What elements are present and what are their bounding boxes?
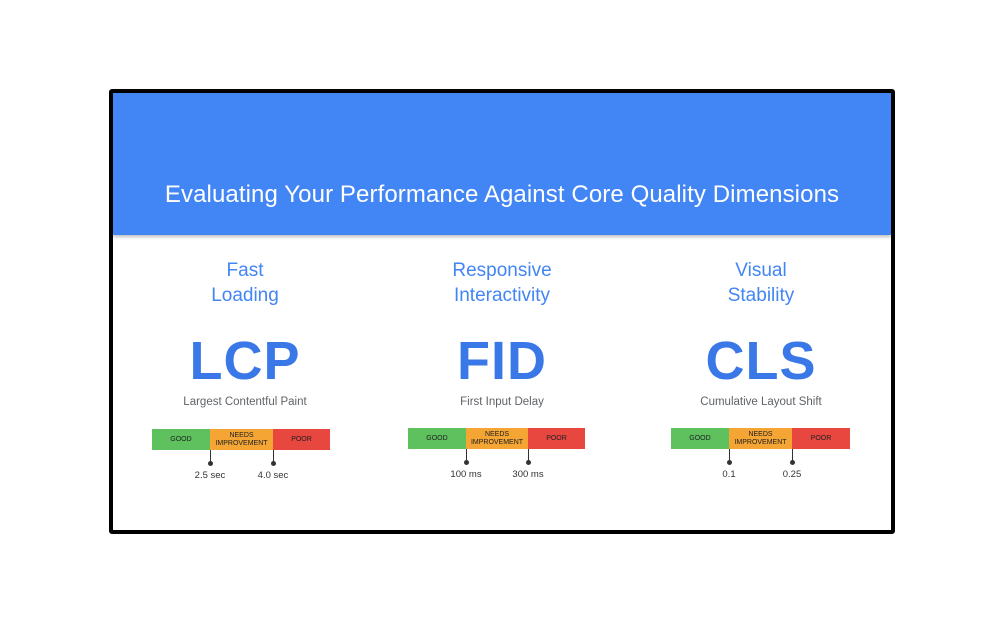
- cls-scale-bar: GOOD NEEDS IMPROVEMENT POOR: [671, 428, 850, 449]
- metric-lcp: Fast Loading LCP Largest Contentful Pain…: [125, 258, 365, 408]
- threshold-label: 0.25: [782, 469, 802, 480]
- scale-poor-segment: POOR: [273, 429, 330, 450]
- threshold-marker: [464, 449, 469, 465]
- metric-abbreviation: CLS: [705, 331, 817, 391]
- metric-full-name: First Input Delay: [460, 396, 544, 408]
- threshold-label: 2.5 sec: [194, 470, 226, 481]
- threshold-marker: [208, 450, 213, 466]
- metric-heading: Fast Loading: [125, 258, 365, 308]
- threshold-marker: [526, 449, 531, 465]
- metric-heading-line1: Visual: [735, 260, 787, 281]
- scale-good-segment: GOOD: [671, 428, 729, 449]
- metric-cls: Visual Stability CLS Cumulative Layout S…: [641, 258, 881, 408]
- threshold-marker: [727, 449, 732, 465]
- threshold-label: 4.0 sec: [257, 470, 289, 481]
- lcp-scale-bar: GOOD NEEDS IMPROVEMENT POOR: [152, 429, 330, 450]
- threshold-label: 100 ms: [450, 469, 482, 480]
- scale-poor-segment: POOR: [528, 428, 585, 449]
- threshold-label: 0.1: [722, 469, 736, 480]
- threshold-marker: [790, 449, 795, 465]
- title-banner: Evaluating Your Performance Against Core…: [113, 93, 891, 235]
- metric-heading-line1: Responsive: [452, 260, 552, 281]
- metric-heading-line2: Stability: [727, 285, 795, 306]
- metric-heading-line2: Loading: [211, 285, 279, 306]
- slide-title: Evaluating Your Performance Against Core…: [164, 181, 840, 208]
- needs-line2: IMPROVEMENT: [734, 438, 787, 446]
- needs-line1: NEEDS: [229, 431, 254, 439]
- scale-good-segment: GOOD: [408, 428, 466, 449]
- scale-good-segment: GOOD: [152, 429, 210, 450]
- metric-fid: Responsive Interactivity FID First Input…: [382, 258, 622, 408]
- needs-line2: IMPROVEMENT: [470, 438, 524, 446]
- needs-line1: NEEDS: [748, 430, 773, 438]
- threshold-marker: [271, 450, 276, 466]
- threshold-label: 300 ms: [512, 469, 544, 480]
- metric-heading: Visual Stability: [641, 258, 881, 308]
- scale-poor-segment: POOR: [792, 428, 850, 449]
- fid-scale-bar: GOOD NEEDS IMPROVEMENT POOR: [408, 428, 585, 449]
- metric-full-name: Cumulative Layout Shift: [700, 396, 822, 408]
- metric-heading-line1: Fast: [226, 260, 264, 281]
- metric-heading-line2: Interactivity: [453, 285, 551, 306]
- needs-line2: IMPROVEMENT: [215, 439, 268, 447]
- scale-needs-improvement-segment: NEEDS IMPROVEMENT: [466, 428, 528, 449]
- metric-heading: Responsive Interactivity: [382, 258, 622, 308]
- slide-frame: Evaluating Your Performance Against Core…: [109, 89, 895, 534]
- scale-needs-improvement-segment: NEEDS IMPROVEMENT: [729, 428, 792, 449]
- needs-line1: NEEDS: [484, 430, 510, 438]
- metric-abbreviation: LCP: [189, 331, 301, 391]
- scale-needs-improvement-segment: NEEDS IMPROVEMENT: [210, 429, 273, 450]
- metric-full-name: Largest Contentful Paint: [183, 396, 307, 408]
- metric-abbreviation: FID: [457, 331, 547, 391]
